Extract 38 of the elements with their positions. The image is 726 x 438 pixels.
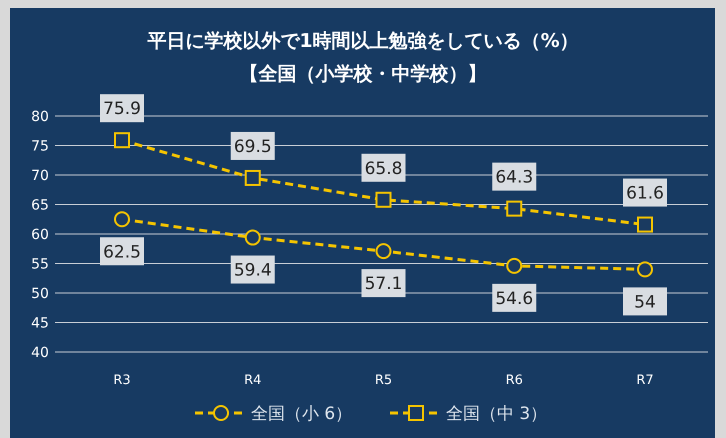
data-label: 57.1 <box>364 274 402 294</box>
y-tick-label: 60 <box>31 227 49 243</box>
legend-label: 全国（小 6） <box>251 404 352 424</box>
x-tick-label: R6 <box>506 373 523 388</box>
point <box>244 230 261 246</box>
point <box>637 216 653 233</box>
point <box>506 258 522 274</box>
point <box>506 200 522 217</box>
point <box>637 261 653 278</box>
data-label: 61.6 <box>626 184 664 204</box>
y-tick-label: 55 <box>31 256 49 272</box>
y-tick-label: 65 <box>31 198 49 214</box>
point <box>376 243 392 260</box>
point <box>376 192 392 208</box>
data-label: 75.9 <box>103 99 141 120</box>
y-tick-label: 80 <box>31 109 49 125</box>
y-tick-label: 50 <box>31 286 49 302</box>
data-label: 65.8 <box>364 158 402 179</box>
data-label: 62.5 <box>103 242 141 262</box>
x-tick-label: R3 <box>113 373 131 388</box>
y-tick-label: 45 <box>31 316 49 332</box>
point <box>114 211 130 228</box>
x-tick-label: R7 <box>636 373 654 388</box>
y-tick-label: 70 <box>31 168 49 184</box>
data-label: 54.6 <box>495 288 534 309</box>
y-tick-label: 40 <box>31 345 49 361</box>
point <box>114 132 130 148</box>
data-label: 64.3 <box>495 168 534 188</box>
y-tick-label: 75 <box>31 138 49 154</box>
chart-subtitle: 【全国（小学校・中学校）】 <box>240 63 486 85</box>
x-tick-label: R4 <box>244 373 262 388</box>
legend-label: 全国（中 3） <box>446 404 548 424</box>
data-label: 69.5 <box>234 136 272 157</box>
data-label: 59.4 <box>234 260 272 281</box>
chart-title: 平日に学校以外で1時間以上勉強をしている（%） <box>146 30 579 52</box>
x-tick-label: R5 <box>374 373 392 388</box>
data-label: 54 <box>634 292 656 312</box>
point <box>244 170 261 186</box>
